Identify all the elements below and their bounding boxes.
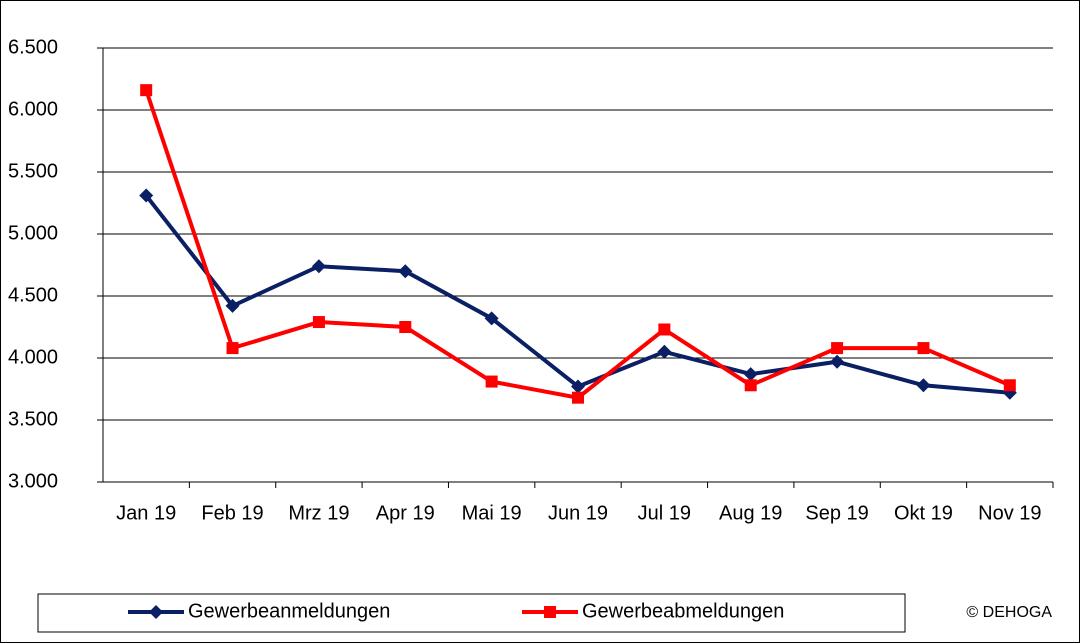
x-tick-label: Mrz 19: [288, 502, 349, 524]
marker: [571, 379, 585, 394]
marker: [916, 378, 931, 393]
marker: [657, 344, 672, 359]
annotation: © DEHOGA: [966, 604, 1052, 621]
x-tick-label: Jun 19: [548, 502, 608, 524]
marker: [917, 342, 930, 355]
marker: [484, 311, 499, 326]
marker: [544, 606, 556, 618]
marker: [485, 375, 498, 388]
x-tick-label: Okt 19: [894, 502, 953, 524]
x-tick-label: Jul 19: [638, 502, 691, 524]
marker: [140, 84, 153, 97]
y-tick-label: 6.500: [8, 36, 58, 58]
y-tick-label: 3.500: [8, 408, 58, 430]
x-tick-label: Mai 19: [462, 502, 522, 524]
x-tick-label: Sep 19: [805, 502, 868, 524]
legend-label: Gewerbeanmeldungen: [188, 600, 390, 622]
y-tick-label: 5.500: [8, 160, 58, 182]
marker: [225, 298, 240, 313]
marker: [1003, 379, 1016, 392]
marker: [572, 391, 584, 404]
marker: [312, 316, 325, 329]
x-tick-label: Apr 19: [376, 502, 435, 524]
y-tick-label: 4.500: [8, 284, 58, 306]
marker: [139, 188, 154, 203]
marker: [658, 323, 671, 336]
x-tick-label: Feb 19: [201, 502, 263, 524]
x-tick-label: Nov 19: [978, 502, 1041, 524]
marker: [743, 367, 758, 382]
y-tick-label: 6.000: [8, 98, 58, 120]
marker: [831, 342, 844, 355]
y-tick-label: 4.000: [8, 346, 58, 368]
marker: [311, 259, 326, 274]
y-tick-label: 3.000: [8, 470, 58, 492]
marker: [399, 321, 412, 333]
marker: [398, 264, 413, 279]
marker: [744, 379, 757, 392]
legend-box: [37, 593, 906, 633]
marker: [149, 605, 163, 619]
legend-label: Gewerbeabmeldungen: [582, 600, 784, 622]
x-tick-label: Aug 19: [719, 502, 782, 524]
marker: [830, 354, 845, 369]
marker: [226, 342, 239, 355]
x-tick-label: Jan 19: [116, 502, 176, 524]
y-tick-label: 5.000: [8, 222, 58, 244]
